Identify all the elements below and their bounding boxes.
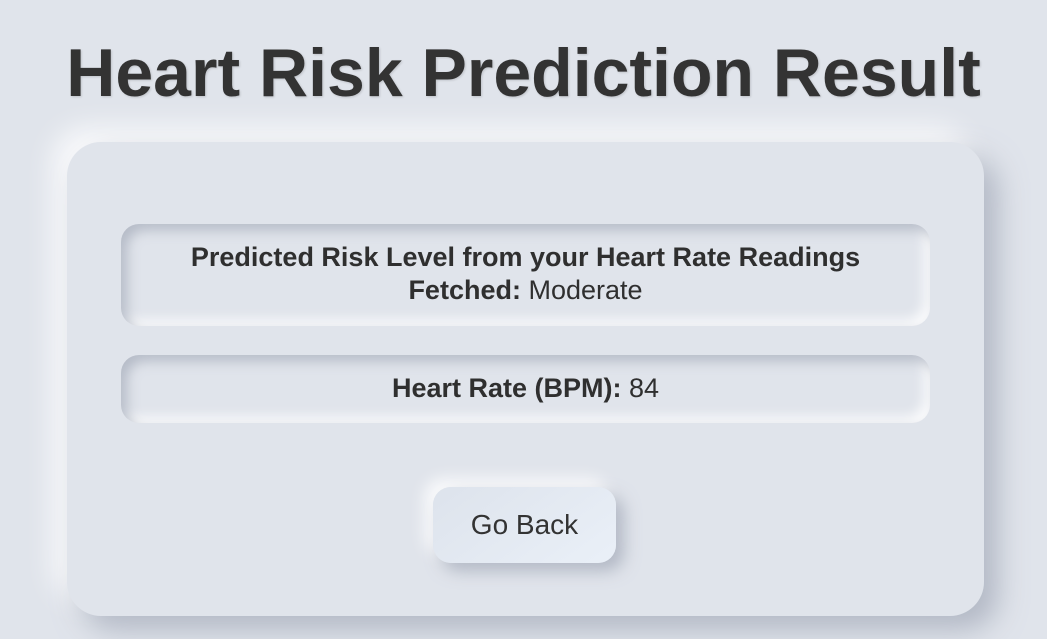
heart-rate-value: 84 — [629, 373, 660, 403]
go-back-button[interactable]: Go Back — [433, 487, 616, 563]
risk-level-label: Predicted Risk Level from your Heart Rat… — [190, 242, 861, 272]
result-card: Predicted Risk Level from your Heart Rat… — [67, 142, 984, 616]
page-title: Heart Risk Prediction Result — [66, 35, 981, 111]
risk-level-value: Moderate — [528, 275, 643, 305]
risk-level-line: Fetched: Moderate — [121, 274, 930, 307]
risk-level-label-suffix: Fetched: — [408, 275, 521, 305]
risk-level-panel: Predicted Risk Level from your Heart Rat… — [121, 224, 930, 326]
heart-rate-panel: Heart Rate (BPM): 84 — [121, 355, 930, 423]
heart-rate-label: Heart Rate (BPM): — [391, 373, 622, 403]
risk-level-heading: Predicted Risk Level from your Heart Rat… — [121, 241, 930, 274]
